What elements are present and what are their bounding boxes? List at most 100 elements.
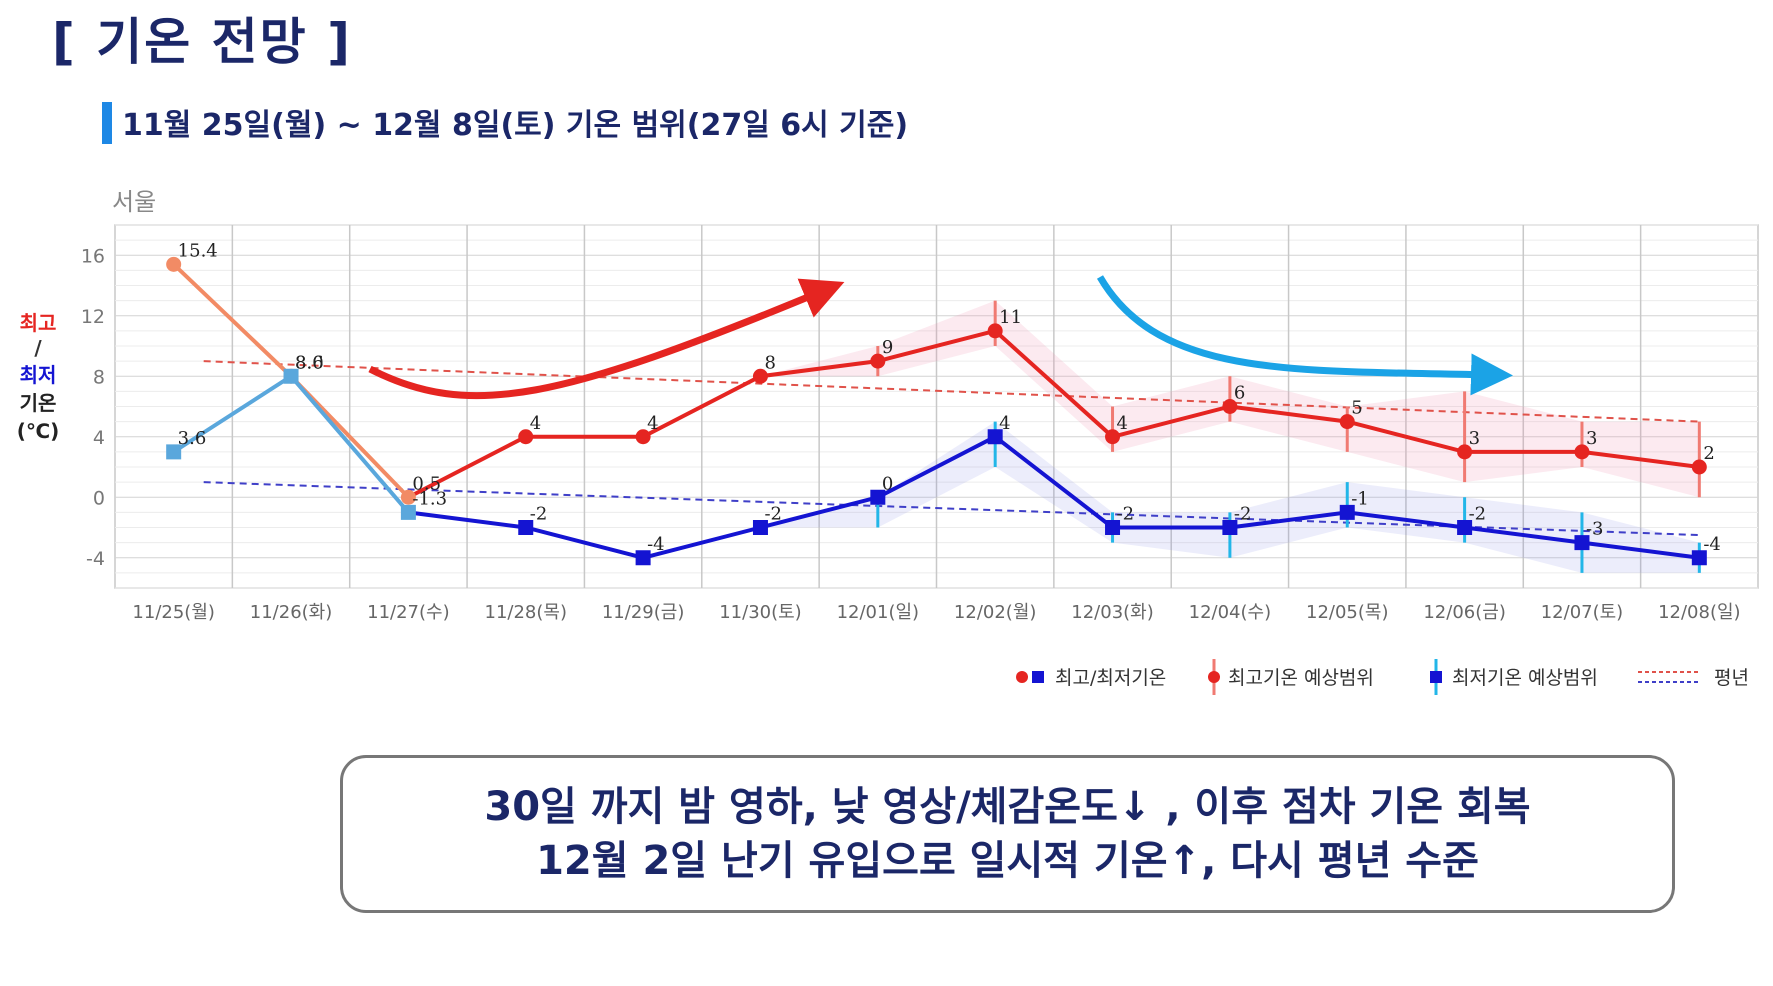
observed-max-point (166, 256, 182, 272)
y-tick-label: 8 (93, 366, 105, 388)
forecast-max-point (1574, 444, 1590, 460)
normal-max-line (203, 360, 1700, 423)
y-label-max: 최고 (20, 311, 57, 335)
summary-line-1: 30일 까지 밤 영하, 낮 영상/체감온도↓ , 이후 점차 기온 회복 (484, 784, 1531, 830)
falling-trend-arrow (1096, 275, 1513, 396)
observed-min-point (283, 368, 299, 384)
x-tick-label: 12/03(화) (1071, 602, 1153, 623)
legend-max-range-marker (1208, 671, 1220, 683)
legend-label: 최저기온 예상범위 (1452, 667, 1598, 689)
forecast-max-line (407, 328, 1700, 500)
forecast-min-label: -3 (1586, 519, 1604, 540)
chart-grid (114, 224, 1759, 589)
range-bands (525, 300, 1700, 573)
y-tick-label: 12 (81, 306, 105, 328)
region-label: 서울 (112, 188, 156, 216)
forecast-min-point (1105, 520, 1121, 535)
normal-min-line (203, 481, 1700, 537)
data-labels: 15.4 8.6 0.5 3.6 8.0 -1.3 4 4 8 9 11 4 6 5 3 3 2 -2 -4 -2 0 4… (178, 240, 1721, 554)
forecast-min-point (1339, 504, 1355, 520)
forecast-max-point (987, 323, 1003, 339)
min-range-band (525, 421, 1700, 573)
x-tick-label: 12/06(금) (1423, 602, 1505, 623)
forecast-max-label: 4 (1117, 413, 1128, 434)
legend-min-range-marker (1430, 671, 1442, 683)
y-label-unit: (℃) (17, 419, 60, 443)
legend-label: 최고기온 예상범위 (1228, 667, 1374, 689)
forecast-min-point (1574, 535, 1590, 551)
observed-max-point (400, 489, 416, 505)
x-tick-label: 11/28(목) (485, 602, 567, 623)
forecast-max-point (1457, 444, 1473, 460)
forecast-max-label: 9 (882, 337, 893, 358)
legend-label: 평년 (1714, 667, 1749, 689)
observed-min-point (166, 444, 182, 460)
forecast-max-point (1222, 399, 1238, 414)
forecast-max-point (1105, 429, 1121, 445)
forecast-max-point (518, 429, 534, 445)
range-bars (876, 300, 1701, 573)
forecast-min-point (1457, 520, 1473, 535)
legend-label: 최고/최저기온 (1055, 667, 1166, 689)
x-tick-label: 12/07(토) (1541, 602, 1623, 623)
forecast-min-point (752, 520, 768, 535)
summary-box: 30일 까지 밤 영하, 낮 영상/체감온도↓ , 이후 점차 기온 회복 12… (340, 755, 1675, 913)
x-tick-label: 11/26(화) (250, 602, 332, 623)
chart-legend: 최고/최저기온 최고기온 예상범위 최저기온 예상범위 평년 (1016, 659, 1749, 695)
x-tick-label: 12/05(목) (1306, 602, 1388, 623)
forecast-max-label: 2 (1703, 443, 1714, 464)
observed-min-label: 3.6 (178, 428, 207, 449)
forecast-min-label: 4 (999, 413, 1010, 434)
x-tick-label: 12/08(일) (1658, 602, 1740, 623)
subtitle-marker (102, 102, 112, 144)
temperature-chart: 서울 최고 / 최저 기온 (℃) 15.4 8.6 0.5 3.6 8.0 -1.3 4 4… (17, 188, 1759, 695)
forecast-max-point (752, 368, 768, 384)
forecast-min-label: -4 (647, 534, 665, 555)
legend-min-marker (1032, 671, 1044, 683)
forecast-max-point (1691, 459, 1707, 475)
observed-max-label: 15.4 (178, 240, 218, 261)
x-tick-label: 11/25(월) (132, 602, 214, 623)
forecast-max-label: 8 (764, 352, 775, 373)
normal-lines (203, 360, 1700, 537)
forecast-min-point (987, 429, 1003, 445)
forecast-max-label: 3 (1469, 428, 1480, 449)
observed-min-point (400, 504, 416, 520)
forecast-min-label: -2 (764, 504, 782, 525)
y-tick-label: -4 (86, 548, 105, 570)
axis-ticks: 16 12 8 4 0 -4 11/25(월) 11/26(화) 11/27(수) 11/28(목… (81, 245, 1741, 623)
x-tick-label: 12/02(월) (954, 602, 1036, 623)
forecast-min-label: -1 (1351, 488, 1369, 509)
forecast-min-label: -4 (1703, 534, 1721, 555)
y-label-slash: / (34, 336, 42, 360)
x-tick-label: 12/04(수) (1189, 602, 1271, 623)
forecast-min-point (1222, 520, 1238, 535)
y-label-temp: 기온 (20, 391, 57, 415)
observed-max-label: 0.5 (412, 473, 441, 494)
forecast-max-label: 4 (647, 413, 658, 434)
y-axis-label: 최고 / 최저 기온 (℃) (17, 311, 60, 443)
forecast-min-point (1691, 550, 1707, 566)
trend-arrows (368, 275, 1513, 400)
x-tick-label: 11/30(토) (719, 602, 801, 623)
y-tick-label: 4 (93, 427, 105, 449)
forecast-min-label: -2 (530, 504, 548, 525)
series-markers (166, 256, 1707, 566)
forecast-max-point (1339, 414, 1355, 430)
forecast-max-label: 5 (1351, 398, 1362, 419)
forecast-max-label: 6 (1234, 383, 1245, 404)
summary-line-2: 12월 2일 난기 유입으로 일시적 기온↑, 다시 평년 수준 (536, 838, 1479, 884)
page-title: [ 기온 전망 ] (52, 13, 352, 71)
observed-max-label: 8.6 (295, 352, 324, 373)
max-range-band (525, 300, 1700, 498)
forecast-min-line (408, 434, 1700, 560)
y-tick-label: 16 (81, 245, 105, 267)
x-tick-label: 11/29(금) (602, 602, 684, 623)
forecast-max-label: 3 (1586, 428, 1597, 449)
legend-max-marker (1016, 671, 1028, 683)
y-label-min: 최저 (20, 363, 57, 387)
forecast-min-point (635, 550, 651, 566)
forecast-max-point (870, 353, 886, 369)
y-tick-label: 0 (93, 487, 105, 509)
forecast-max-label: 11 (999, 307, 1022, 328)
